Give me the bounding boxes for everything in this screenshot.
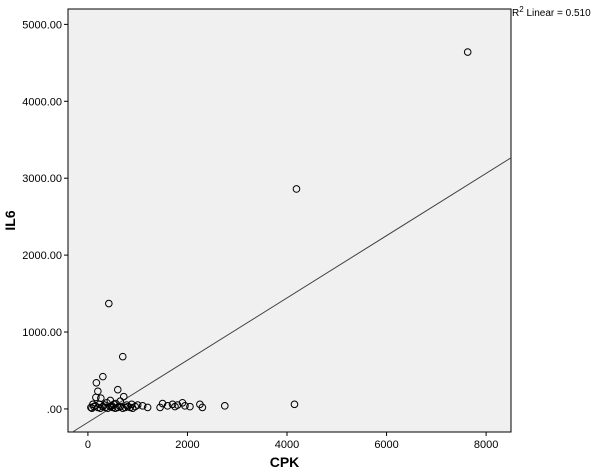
x-axis-title: CPK	[270, 454, 300, 470]
data-point	[186, 402, 194, 411]
x-tick-label: 6000	[374, 439, 398, 451]
data-point	[122, 401, 131, 409]
data-point	[220, 402, 229, 410]
data-point	[105, 299, 113, 308]
x-tick-label: 0	[85, 439, 91, 451]
data-point	[113, 385, 122, 394]
data-point	[127, 400, 136, 409]
data-point	[138, 402, 147, 410]
y-tick-label: .00	[47, 404, 62, 416]
data-point	[100, 401, 109, 409]
data-points	[87, 48, 472, 412]
fit-line-label: R2 Linear = 0.510	[512, 5, 591, 19]
plot-area	[67, 8, 512, 433]
data-point	[463, 48, 472, 56]
data-point	[156, 403, 164, 412]
data-point	[92, 378, 101, 387]
data-point	[292, 185, 301, 193]
x-tick-label: 4000	[275, 439, 299, 451]
fit-line	[72, 157, 512, 433]
data-point	[95, 400, 104, 409]
data-point	[168, 400, 177, 409]
y-axis-title: IL6	[2, 210, 18, 230]
x-axis: 0 2000 4000 6000 8000	[85, 432, 498, 451]
y-tick-label: 1000.00	[22, 327, 62, 339]
data-point	[118, 352, 127, 361]
data-point	[198, 403, 207, 412]
data-point	[181, 402, 189, 410]
data-point	[163, 402, 172, 410]
y-tick-label: 5000.00	[22, 19, 62, 31]
x-tick-label: 8000	[474, 439, 498, 451]
x-tick-label: 2000	[175, 439, 199, 451]
data-point	[158, 399, 167, 408]
data-point	[290, 400, 299, 409]
data-point	[99, 372, 107, 381]
data-point	[143, 403, 152, 412]
data-point	[92, 393, 100, 402]
data-point	[173, 401, 182, 409]
data-point	[108, 402, 116, 410]
y-tick-label: 3000.00	[22, 173, 62, 185]
y-tick-label: 2000.00	[22, 250, 62, 262]
data-point	[111, 399, 120, 408]
y-axis: .00 1000.00 2000.00 3000.00 4000.00 5000.00	[22, 19, 68, 416]
y-tick-label: 4000.00	[22, 96, 62, 108]
data-point	[88, 404, 96, 412]
data-point	[133, 401, 142, 409]
